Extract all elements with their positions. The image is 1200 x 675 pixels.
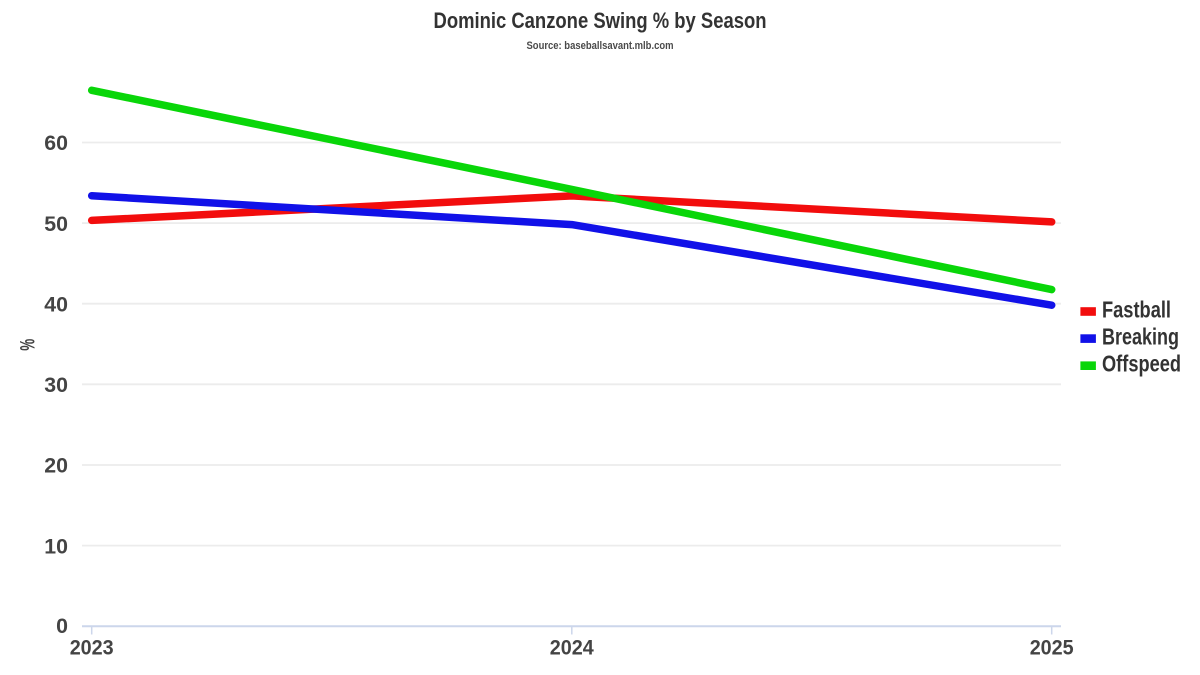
svg-text:60: 60: [44, 131, 68, 155]
svg-text:Fastball: Fastball: [1102, 297, 1171, 323]
svg-text:Offspeed: Offspeed: [1102, 351, 1181, 377]
svg-text:%: %: [17, 339, 40, 351]
svg-text:2024: 2024: [550, 636, 594, 660]
svg-text:40: 40: [44, 293, 68, 317]
svg-text:50: 50: [44, 212, 68, 236]
svg-text:0: 0: [56, 614, 68, 638]
svg-text:30: 30: [44, 373, 68, 397]
svg-text:10: 10: [44, 534, 68, 558]
svg-text:Dominic Canzone Swing % by Sea: Dominic Canzone Swing % by Season: [434, 8, 767, 33]
svg-text:2025: 2025: [1030, 636, 1074, 660]
svg-text:2023: 2023: [70, 636, 114, 660]
svg-text:20: 20: [44, 454, 68, 478]
svg-text:Source: baseballsavant.mlb.com: Source: baseballsavant.mlb.com: [527, 40, 674, 52]
svg-text:Breaking: Breaking: [1102, 324, 1179, 350]
